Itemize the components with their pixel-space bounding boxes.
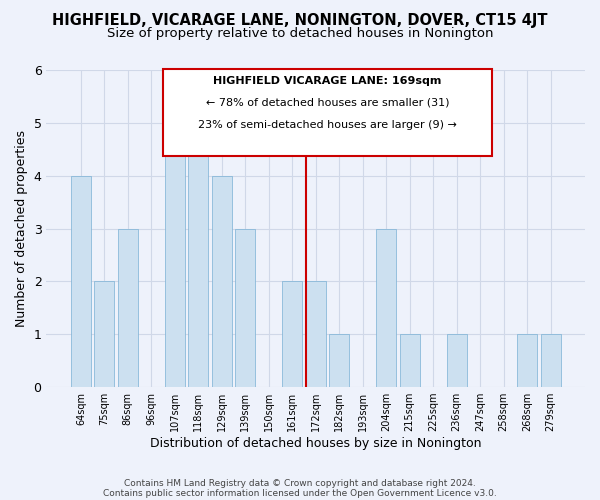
Bar [306,282,326,387]
FancyBboxPatch shape [163,69,492,156]
Bar [118,228,138,387]
Text: HIGHFIELD VICARAGE LANE: 169sqm: HIGHFIELD VICARAGE LANE: 169sqm [213,76,442,86]
Bar [376,228,396,387]
Text: Contains public sector information licensed under the Open Government Licence v3: Contains public sector information licen… [103,488,497,498]
Bar [541,334,560,387]
Bar [165,123,185,387]
Bar [94,282,115,387]
Text: Contains HM Land Registry data © Crown copyright and database right 2024.: Contains HM Land Registry data © Crown c… [124,478,476,488]
Bar [188,123,208,387]
Bar [212,176,232,387]
Bar [282,282,302,387]
Y-axis label: Number of detached properties: Number of detached properties [15,130,28,327]
Text: 23% of semi-detached houses are larger (9) →: 23% of semi-detached houses are larger (… [198,120,457,130]
Bar [235,228,255,387]
Text: Size of property relative to detached houses in Nonington: Size of property relative to detached ho… [107,28,493,40]
Bar [446,334,467,387]
Text: HIGHFIELD, VICARAGE LANE, NONINGTON, DOVER, CT15 4JT: HIGHFIELD, VICARAGE LANE, NONINGTON, DOV… [52,12,548,28]
Bar [517,334,537,387]
Text: ← 78% of detached houses are smaller (31): ← 78% of detached houses are smaller (31… [206,98,449,108]
Bar [71,176,91,387]
Bar [400,334,419,387]
X-axis label: Distribution of detached houses by size in Nonington: Distribution of detached houses by size … [150,437,481,450]
Bar [329,334,349,387]
